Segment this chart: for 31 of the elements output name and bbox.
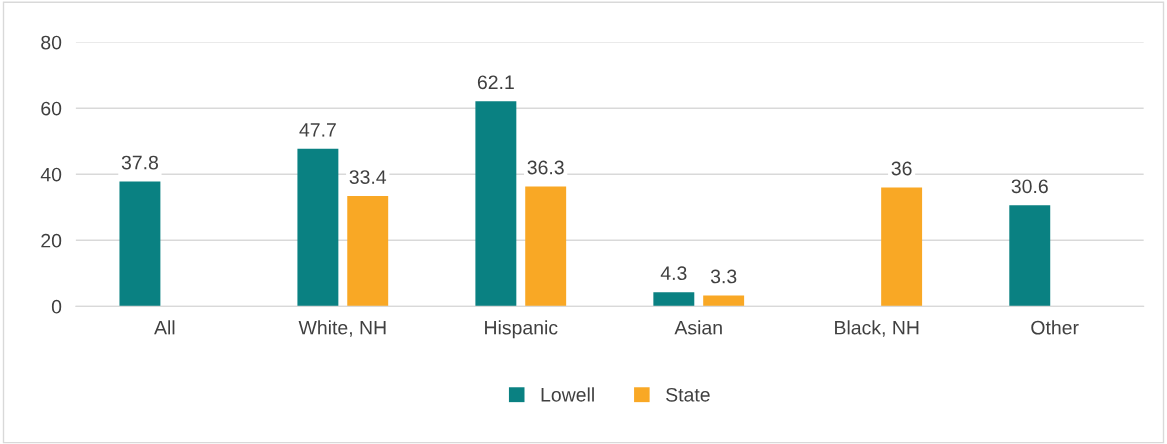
y-tick-label: 0: [51, 299, 62, 314]
data-label: 3.3: [710, 269, 737, 284]
x-tick-label: Asian: [674, 320, 722, 335]
bar: [347, 196, 389, 307]
data-label: 62.1: [477, 75, 514, 90]
y-tick-label: 60: [41, 101, 62, 116]
y-tick-label: 20: [41, 233, 62, 248]
y-tick-label: 40: [40, 167, 62, 182]
x-tick-label: Hispanic: [485, 320, 558, 339]
data-label: 30.6: [1011, 179, 1048, 194]
bar: [653, 292, 695, 307]
data-label: 33.4: [349, 170, 387, 184]
bar: [475, 101, 517, 307]
legend-label: State: [666, 387, 710, 402]
bar: [297, 148, 339, 307]
bar: [881, 187, 923, 307]
bar: [119, 181, 161, 307]
data-label: 47.7: [299, 123, 336, 137]
bar: [525, 186, 567, 307]
data-label: 4.3: [660, 266, 687, 281]
x-tick-label: Other: [1031, 320, 1079, 335]
x-tick-label: Black, NH: [835, 320, 919, 337]
data-label: 36: [891, 161, 912, 176]
bar: [703, 295, 745, 307]
x-tick-label: White, NH: [298, 320, 386, 337]
data-label: 37.8: [121, 155, 158, 170]
legend-label: Lowell: [541, 387, 594, 402]
data-label: 36.3: [527, 160, 564, 175]
bar: [1009, 205, 1051, 307]
x-tick-label: All: [154, 320, 175, 335]
y-tick-label: 80: [41, 35, 62, 50]
